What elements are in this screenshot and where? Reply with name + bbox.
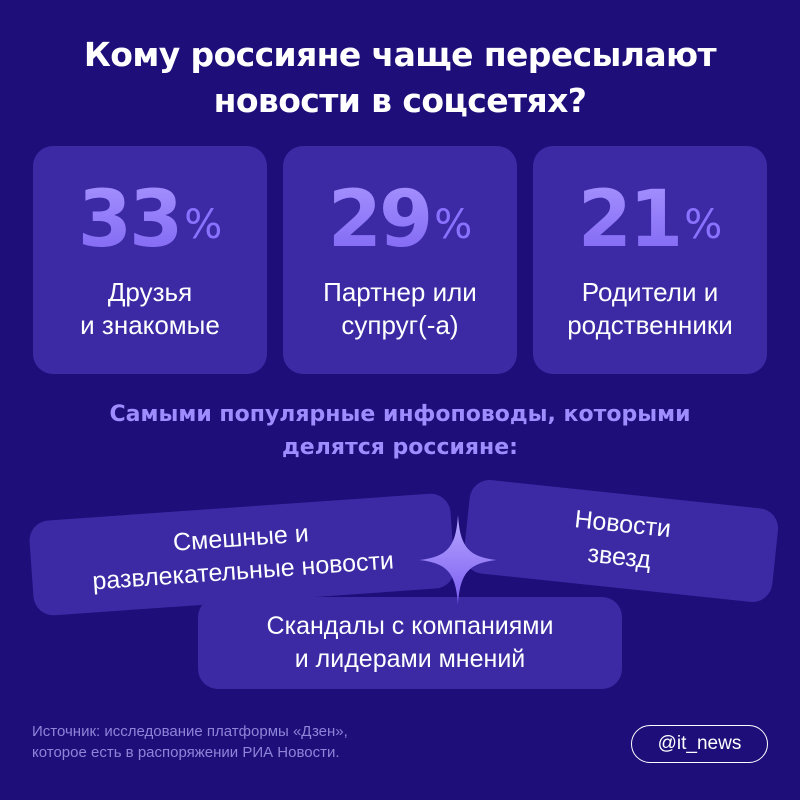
stat-label-line-1: Друзья	[107, 277, 193, 307]
title-line-2: новости в соцсетях?	[213, 81, 587, 120]
title-line-1: Кому россияне чаще пересылают	[83, 35, 717, 74]
source-line-2: которое есть в распоряжении РИА Новости.	[32, 744, 340, 761]
topics-heading-line-1: Самыми популярные инфоповоды, которыми	[109, 402, 691, 427]
stat-card-partner: 29% Партнер или супруг(-а)	[283, 146, 517, 374]
topic-pill-celebrities: Новости звезд	[461, 478, 781, 604]
stat-card-friends: 33% Друзья и знакомые	[33, 146, 267, 374]
topic-line-2: звезд	[586, 539, 653, 575]
stat-label: Партнер или супруг(-а)	[283, 276, 517, 342]
topic-line-2: и лидерами мнений	[294, 645, 526, 673]
topic-line-1: Скандалы с компаниями	[266, 612, 554, 640]
stat-label: Друзья и знакомые	[33, 276, 267, 342]
stat-label-line-2: родственники	[567, 310, 733, 340]
source-note: Источник: исследование платформы «Дзен»,…	[32, 721, 348, 763]
stat-value: 21%	[533, 174, 767, 266]
channel-handle-badge[interactable]: @it_news	[631, 725, 768, 763]
stat-number: 33	[77, 175, 184, 265]
stat-percent-sign: %	[434, 202, 473, 248]
topics-heading-line-2: делятся россияне:	[282, 435, 518, 460]
stat-label-line-1: Партнер или	[323, 277, 477, 307]
stat-label: Родители и родственники	[533, 276, 767, 342]
stat-label-line-1: Родители и	[581, 277, 719, 307]
stat-value: 33%	[33, 174, 267, 266]
stat-card-relatives: 21% Родители и родственники	[533, 146, 767, 374]
stat-number: 29	[327, 175, 434, 265]
stat-label-line-2: и знакомые	[80, 310, 220, 340]
topic-line-1: Новости	[573, 505, 673, 544]
stat-label-line-2: супруг(-а)	[341, 310, 459, 340]
topics-heading: Самыми популярные инфоповоды, которыми д…	[0, 398, 800, 464]
source-line-1: Источник: исследование платформы «Дзен»,	[32, 723, 348, 740]
stat-percent-sign: %	[184, 202, 223, 248]
page-title: Кому россияне чаще пересылают новости в …	[0, 32, 800, 124]
stat-percent-sign: %	[684, 202, 723, 248]
stat-value: 29%	[283, 174, 517, 266]
stat-number: 21	[577, 175, 684, 265]
topic-pill-scandals: Скандалы с компаниями и лидерами мнений	[198, 597, 622, 689]
sparkle-icon	[419, 515, 497, 605]
